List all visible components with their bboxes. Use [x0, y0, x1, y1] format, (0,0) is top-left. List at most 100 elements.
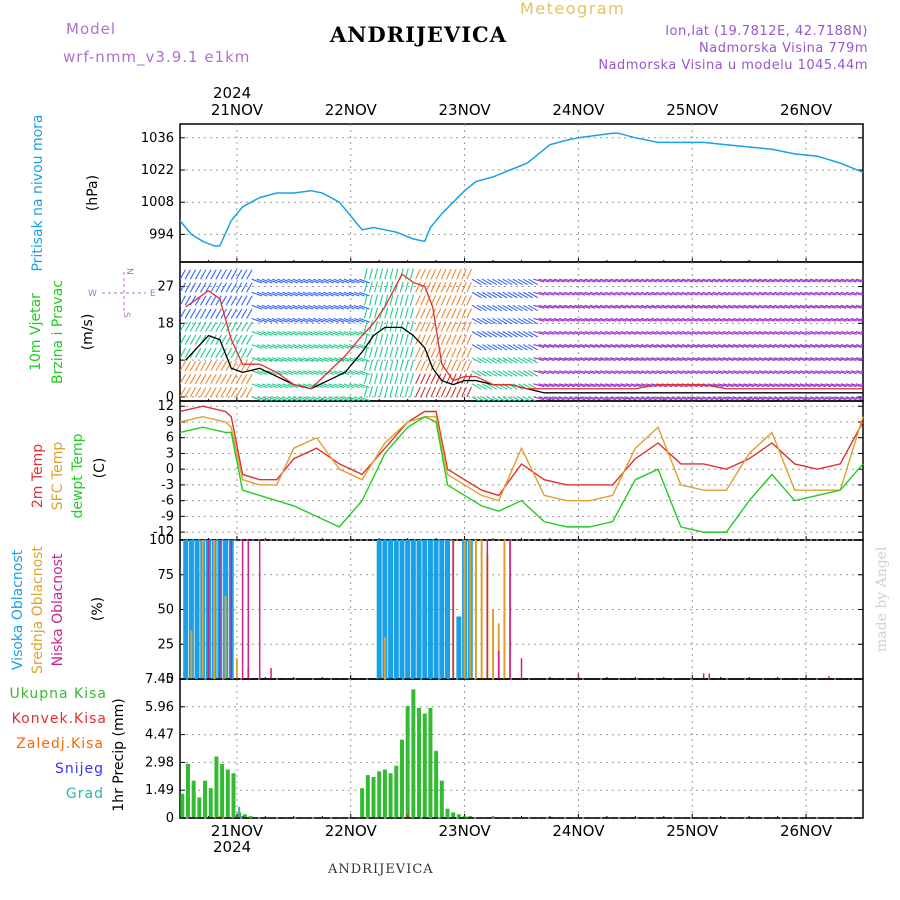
wind-arrow	[210, 347, 217, 358]
wind-arrow	[246, 374, 253, 385]
wind-arrow	[579, 396, 591, 401]
wind-arrow	[420, 295, 426, 306]
precip-total-bar	[394, 765, 399, 818]
wind-arrow	[184, 321, 192, 332]
dewpt-axis-label: dewpt Temp	[70, 433, 86, 518]
wind-arrow	[840, 330, 852, 335]
wind-arrow	[456, 360, 462, 371]
wind-arrow	[768, 357, 780, 362]
wind-arrow	[404, 294, 409, 306]
wind-arrow	[610, 396, 622, 401]
wind-arrow	[830, 278, 842, 283]
wind-arrow	[507, 331, 518, 338]
wind-arrow	[784, 383, 796, 388]
wind-arrow	[363, 359, 368, 371]
wind-arrow	[272, 278, 283, 284]
precip-total-bar	[377, 771, 382, 818]
wind-arrow	[640, 304, 652, 309]
wind-arrow	[492, 291, 503, 299]
wind-arrow	[733, 278, 744, 283]
wind-arrow	[625, 304, 637, 309]
wind-arrow	[564, 317, 575, 322]
wind-arrow	[261, 317, 273, 323]
wind-arrow	[584, 344, 596, 348]
wind-arrow	[625, 344, 637, 348]
wind-arrow	[815, 317, 826, 322]
wind-arrow	[594, 344, 606, 348]
wind-arrow	[277, 304, 288, 310]
wind-arrow	[215, 387, 222, 398]
wind-arrow	[440, 373, 447, 385]
wind-arrow	[758, 357, 770, 362]
bottom-year: 2024	[213, 838, 252, 856]
wind-arrow	[404, 373, 409, 384]
wind-arrow	[235, 374, 243, 385]
wind-arrow	[205, 360, 212, 372]
wind-arrow	[620, 304, 632, 309]
wind-arrow	[415, 360, 421, 371]
wind-arrow	[640, 291, 652, 296]
wind-arrow	[712, 291, 724, 296]
wind-arrow	[363, 333, 368, 345]
wind-arrow	[548, 330, 560, 335]
wind-arrow	[697, 396, 709, 401]
wind-arrow	[763, 291, 775, 296]
wind-arrow	[348, 291, 360, 297]
wind-arrow	[251, 291, 263, 297]
wind-arrow	[184, 269, 192, 280]
wind-arrow	[686, 357, 698, 362]
wind-arrow	[363, 386, 368, 398]
wind-arrow	[825, 357, 837, 362]
wind-arrow	[825, 330, 837, 335]
wind-arrow	[692, 396, 704, 401]
wind-arrow	[476, 383, 487, 390]
wind-arrow	[507, 317, 518, 325]
wind-arrow	[318, 278, 329, 284]
wind-arrow	[409, 320, 414, 332]
wind-arrow	[558, 278, 570, 283]
wind-arrow	[840, 317, 852, 322]
wind-arrow	[830, 396, 842, 401]
wind-arrow	[656, 370, 668, 375]
wind-arrow	[359, 357, 370, 362]
wind-arrow	[630, 330, 642, 335]
wind-arrow	[774, 330, 785, 335]
wind-arrow	[235, 360, 243, 372]
wind-arrow	[620, 317, 632, 322]
wind-arrow	[512, 317, 523, 325]
wind-arrow	[471, 357, 482, 364]
wind-arrow	[697, 357, 709, 362]
mid-cloud-bar	[474, 540, 477, 679]
wind-arrow	[461, 334, 467, 345]
wind-arrow	[748, 317, 760, 322]
wind-arrow	[569, 304, 581, 309]
wind-arrow	[610, 304, 622, 309]
wind-arrow	[717, 278, 729, 283]
mid-cloud-bar	[492, 609, 495, 679]
wind-arrow	[389, 281, 394, 293]
precip-total-bar	[208, 788, 213, 818]
wind-arrow	[389, 294, 394, 306]
wind-arrow	[497, 291, 508, 299]
wind-arrow	[399, 307, 404, 319]
wind-arrow	[394, 373, 399, 384]
wind-arrow	[456, 334, 462, 345]
wind-arrow	[584, 330, 596, 335]
wind-unit: (m/s)	[80, 314, 96, 351]
wind-arrow	[215, 360, 222, 372]
low-cloud-bar	[708, 673, 711, 679]
pressure-unit: (hPa)	[85, 175, 101, 211]
precip-total-bar	[225, 769, 230, 818]
wind-arrow	[440, 268, 447, 280]
wind-arrow	[292, 344, 304, 349]
wind-arrow	[445, 334, 452, 345]
wind-arrow	[180, 295, 186, 306]
wind-arrow	[579, 330, 591, 335]
wind-arrow	[256, 291, 268, 297]
wind-arrow	[348, 304, 360, 310]
wind-arrow	[282, 278, 293, 284]
wind-arrow	[502, 357, 513, 364]
wind-arrow	[553, 330, 565, 335]
wind-arrow	[584, 383, 596, 388]
wind-arrow	[379, 294, 384, 306]
